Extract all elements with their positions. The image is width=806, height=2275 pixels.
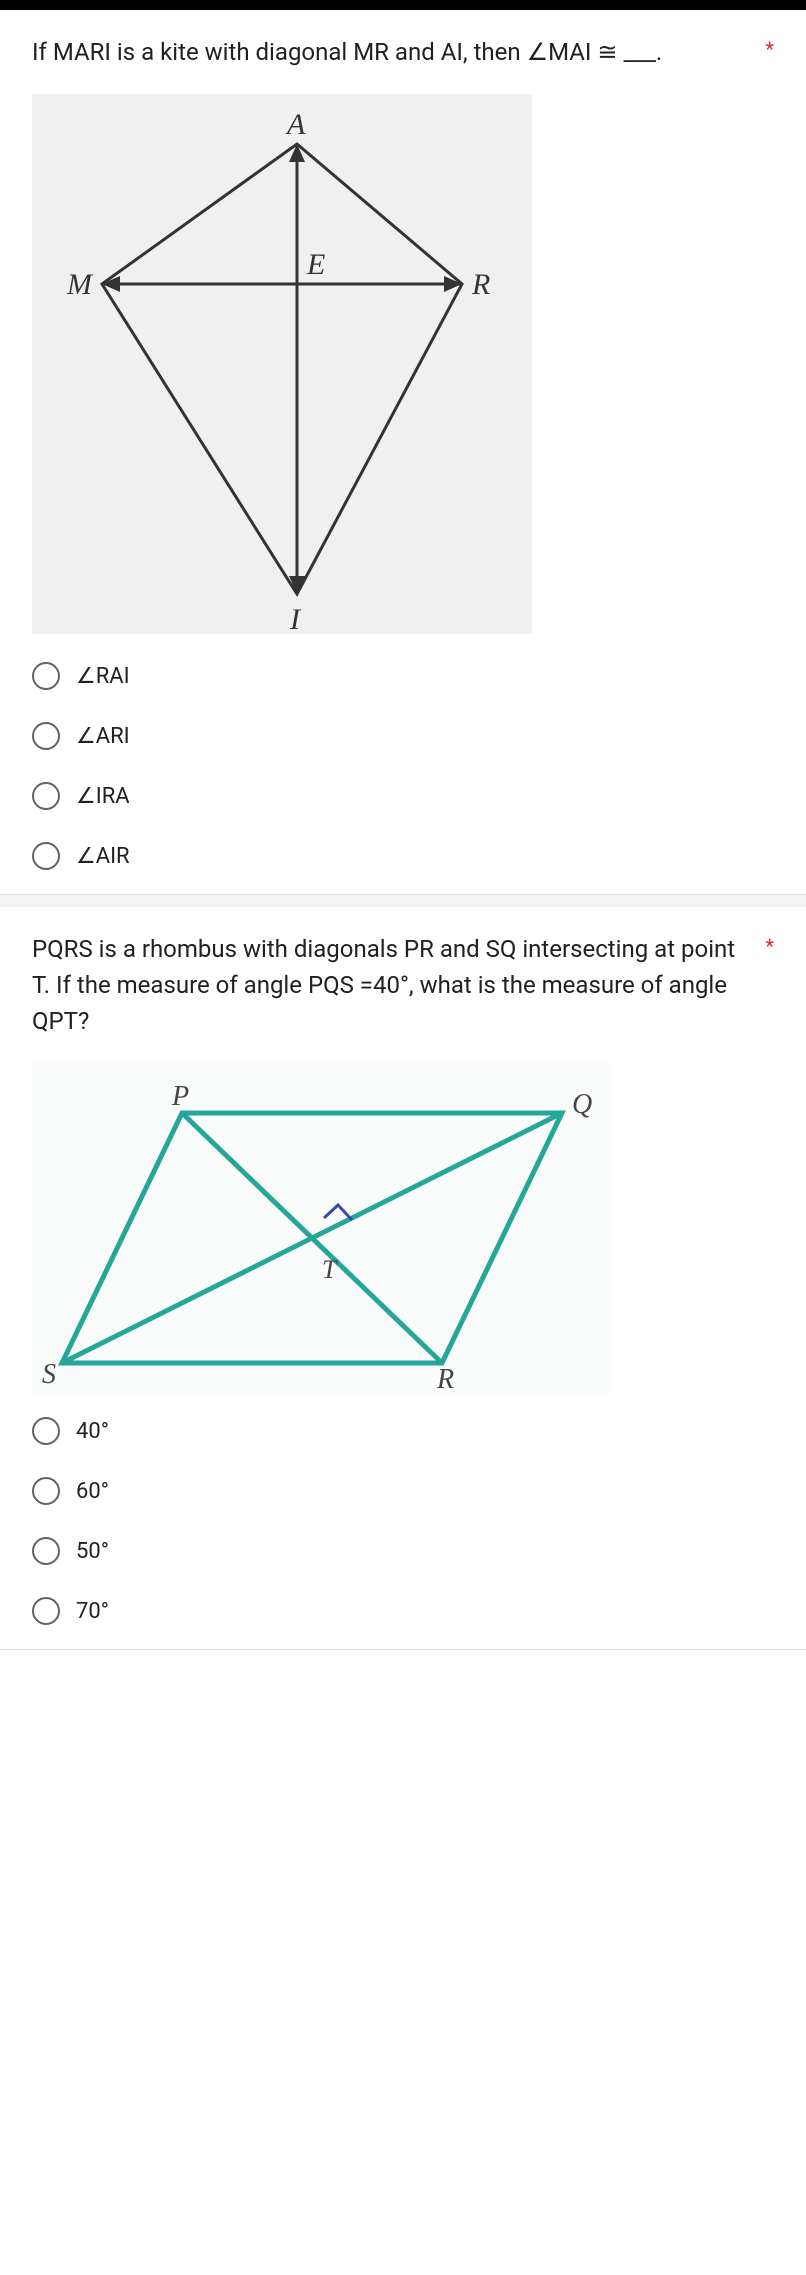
radio-icon (32, 1417, 60, 1445)
required-star-icon: * (765, 931, 774, 961)
radio-icon (32, 662, 60, 690)
option-q1-0[interactable]: ∠RAI (32, 662, 774, 690)
required-star-icon: * (765, 34, 774, 64)
label-S: S (42, 1359, 56, 1390)
question-2-prompt: PQRS is a rhombus with diagonals PR and … (32, 935, 735, 1035)
question-2-block: PQRS is a rhombus with diagonals PR and … (0, 907, 806, 1650)
option-label: ∠IRA (76, 784, 130, 809)
option-label: ∠AIR (76, 844, 130, 869)
option-label: 70° (76, 1599, 109, 1624)
option-label: ∠ARI (76, 724, 130, 749)
radio-icon (32, 722, 60, 750)
question-1-block: If MARI is a kite with diagonal MR and A… (0, 10, 806, 895)
label-R: R (436, 1364, 454, 1393)
question-2-options: 40° 60° 50° 70° (32, 1417, 774, 1625)
label-R: R (471, 268, 490, 301)
divider (0, 895, 806, 907)
radio-icon (32, 1597, 60, 1625)
option-q1-1[interactable]: ∠ARI (32, 722, 774, 750)
question-1-options: ∠RAI ∠ARI ∠IRA ∠AIR (32, 662, 774, 870)
option-q2-2[interactable]: 50° (32, 1537, 774, 1565)
option-label: 60° (76, 1479, 109, 1504)
option-q2-0[interactable]: 40° (32, 1417, 774, 1445)
label-A: A (285, 108, 306, 141)
label-Q: Q (572, 1089, 592, 1120)
kite-diagram: A M R I E (32, 94, 532, 634)
question-2-text: PQRS is a rhombus with diagonals PR and … (32, 931, 774, 1039)
option-q2-3[interactable]: 70° (32, 1597, 774, 1625)
radio-icon (32, 842, 60, 870)
radio-icon (32, 782, 60, 810)
option-q2-1[interactable]: 60° (32, 1477, 774, 1505)
question-1-prompt: If MARI is a kite with diagonal MR and A… (32, 38, 662, 66)
label-M: M (66, 268, 94, 301)
label-E: E (306, 248, 325, 281)
option-label: 40° (76, 1419, 109, 1444)
radio-icon (32, 1477, 60, 1505)
label-T: T (322, 1255, 338, 1284)
top-bar (0, 0, 806, 10)
option-label: 50° (76, 1539, 109, 1564)
rhombus-diagram-container: P Q R S T (32, 1063, 774, 1393)
question-1-text: If MARI is a kite with diagonal MR and A… (32, 34, 774, 70)
radio-icon (32, 1537, 60, 1565)
option-label: ∠RAI (76, 664, 130, 689)
kite-diagram-container: A M R I E (32, 94, 774, 638)
rhombus-diagram: P Q R S T (32, 1063, 612, 1393)
option-q1-3[interactable]: ∠AIR (32, 842, 774, 870)
option-q1-2[interactable]: ∠IRA (32, 782, 774, 810)
label-P: P (171, 1081, 189, 1112)
